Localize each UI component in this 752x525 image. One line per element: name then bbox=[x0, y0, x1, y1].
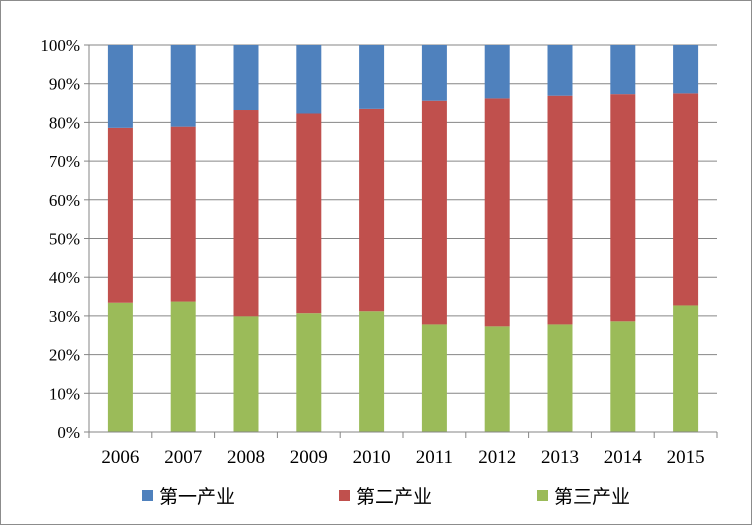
bar-segment bbox=[170, 126, 196, 302]
y-tick-label: 20% bbox=[49, 346, 80, 365]
legend-label: 第三产业 bbox=[554, 486, 630, 508]
y-tick-label: 0% bbox=[57, 423, 80, 442]
legend-swatch bbox=[537, 490, 548, 501]
bar-segment bbox=[359, 108, 385, 312]
legend: 第一产业 第二产业 第三产业 bbox=[142, 486, 630, 508]
x-tick-label: 2008 bbox=[227, 447, 265, 468]
x-tick-label: 2009 bbox=[290, 447, 328, 468]
y-tick-label: 40% bbox=[49, 268, 80, 287]
x-tick-label: 2012 bbox=[478, 447, 516, 468]
x-tick-label: 2007 bbox=[164, 447, 202, 468]
bar-layer bbox=[107, 45, 699, 432]
bar-segment bbox=[107, 127, 133, 303]
bar-segment bbox=[296, 313, 322, 432]
x-tick-label: 2014 bbox=[604, 447, 643, 468]
x-tick-label: 2006 bbox=[101, 447, 139, 468]
bar-segment bbox=[107, 45, 133, 128]
bar-segment bbox=[296, 113, 322, 314]
bar-segment bbox=[107, 302, 133, 432]
legend-swatch bbox=[339, 490, 350, 501]
bar-segment bbox=[421, 45, 447, 101]
y-tick-label: 100% bbox=[40, 36, 80, 55]
bar-segment bbox=[233, 110, 259, 317]
bar-segment bbox=[610, 45, 636, 95]
x-tick-label: 2013 bbox=[541, 447, 579, 468]
y-tick-label: 80% bbox=[49, 113, 80, 132]
bar-segment bbox=[547, 45, 573, 96]
bar-segment bbox=[547, 95, 573, 325]
legend-label: 第二产业 bbox=[356, 486, 432, 508]
bar-segment bbox=[233, 316, 259, 432]
bar-segment bbox=[673, 305, 699, 432]
bar-segment bbox=[296, 45, 322, 114]
axis-layer: 0% 10% 20% 30% 40% 50% 60% 70% 80% 90% 100% 2006 200… bbox=[40, 36, 718, 468]
bar-segment bbox=[170, 45, 196, 127]
bar-segment bbox=[610, 94, 636, 322]
bar-segment bbox=[673, 93, 699, 306]
bar-segment bbox=[233, 45, 259, 111]
bar-segment bbox=[421, 100, 447, 325]
y-tick-label: 90% bbox=[49, 75, 80, 94]
bar-segment bbox=[610, 321, 636, 432]
bar-segment bbox=[484, 98, 510, 327]
y-tick-label: 60% bbox=[49, 191, 80, 210]
bar-segment bbox=[673, 45, 699, 94]
x-tick-label: 2010 bbox=[353, 447, 391, 468]
y-tick-label: 70% bbox=[49, 152, 80, 171]
bar-segment bbox=[421, 324, 447, 432]
legend-swatch bbox=[142, 490, 153, 501]
y-tick-label: 10% bbox=[49, 384, 80, 403]
legend-label: 第一产业 bbox=[159, 486, 235, 508]
x-tick-label: 2011 bbox=[416, 447, 453, 468]
bar-segment bbox=[484, 326, 510, 432]
bar-segment bbox=[359, 45, 385, 109]
y-tick-label: 30% bbox=[49, 307, 80, 326]
x-tick-label: 2015 bbox=[667, 447, 705, 468]
bar-segment bbox=[484, 45, 510, 99]
bar-segment bbox=[359, 311, 385, 432]
y-tick-label: 50% bbox=[49, 230, 80, 249]
bar-segment bbox=[547, 324, 573, 432]
bar-segment bbox=[170, 301, 196, 432]
